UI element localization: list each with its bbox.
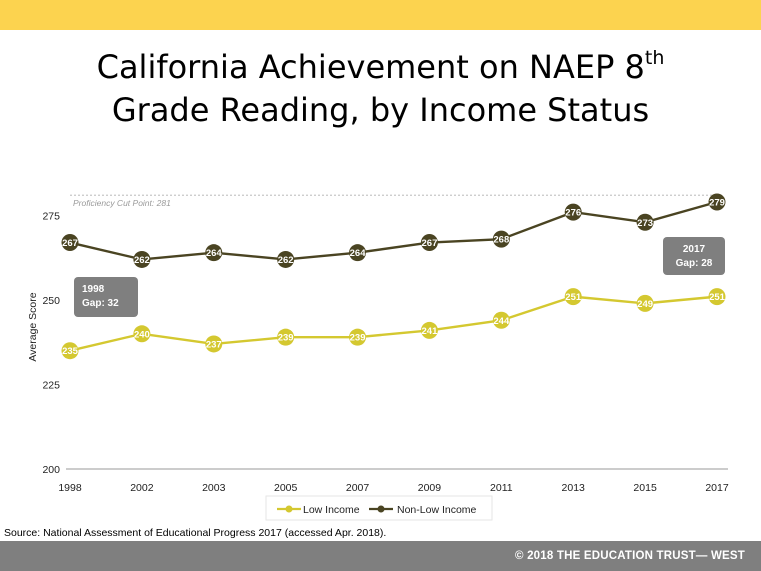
gap-callout-value: Gap: 32: [82, 298, 119, 309]
series-line-low-income: [69, 295, 718, 352]
data-point: [636, 294, 654, 312]
data-label: 279: [709, 197, 725, 208]
gap-callout-box: [74, 277, 138, 317]
data-label: 251: [709, 292, 726, 303]
gap-callout-year: 1998: [82, 284, 105, 295]
title-line-1: California Achievement on NAEP 8th: [0, 46, 761, 89]
data-label: 262: [134, 255, 150, 266]
footer-bar: © 2018 THE EDUCATION TRUST— WEST: [0, 541, 761, 571]
x-tick-label: 2005: [274, 482, 298, 494]
x-tick-label: 2009: [418, 482, 442, 494]
data-point: [133, 325, 151, 343]
data-point: [61, 234, 79, 252]
data-label: 251: [565, 292, 582, 303]
data-point: [492, 311, 510, 329]
gap-callout-value: Gap: 28: [676, 258, 713, 269]
chart-title: California Achievement on NAEP 8th Grade…: [0, 46, 761, 132]
legend-swatch-marker: [377, 505, 385, 513]
data-point: [492, 230, 510, 248]
series-line-non-low-income: [69, 200, 718, 261]
data-point: [420, 234, 438, 252]
data-label: 264: [206, 248, 223, 259]
y-tick-label: 275: [42, 211, 60, 223]
data-label: 267: [422, 238, 438, 249]
data-point: [277, 250, 295, 268]
source-note: Source: National Assessment of Education…: [4, 527, 387, 539]
x-tick-label: 2007: [346, 482, 370, 494]
data-point: [349, 244, 367, 262]
data-label: 237: [206, 339, 222, 350]
data-point: [636, 213, 654, 231]
data-point: [205, 244, 223, 262]
data-point: [61, 342, 79, 360]
x-tick-label: 2011: [490, 482, 513, 494]
y-tick-label: 225: [42, 380, 60, 392]
x-tick-label: 2017: [705, 482, 729, 494]
data-label: 239: [278, 333, 294, 344]
data-point: [708, 193, 726, 211]
title-main: California Achievement on NAEP 8: [96, 48, 645, 86]
data-label: 268: [493, 235, 509, 246]
title-superscript: th: [644, 47, 665, 69]
data-label: 241: [422, 326, 439, 337]
title-line-2: Grade Reading, by Income Status: [111, 91, 650, 129]
y-axis-label: Average Score: [27, 292, 39, 361]
data-point: [420, 321, 438, 339]
data-label: 244: [493, 316, 510, 327]
data-label: 276: [565, 208, 581, 219]
data-label: 264: [350, 248, 367, 259]
proficiency-label: Proficiency Cut Point: 281: [73, 198, 171, 208]
data-label: 239: [350, 333, 366, 344]
data-point: [564, 203, 582, 221]
legend-label: Low Income: [303, 504, 360, 516]
data-point: [277, 328, 295, 346]
data-point: [133, 250, 151, 268]
y-tick-label: 200: [42, 464, 60, 476]
gap-callout-box: [663, 237, 725, 275]
x-tick-label: 2003: [202, 482, 226, 494]
legend-swatch-marker: [285, 505, 293, 513]
data-point: [708, 288, 726, 306]
data-label: 273: [637, 218, 653, 229]
data-point: [205, 335, 223, 353]
data-label: 240: [134, 329, 150, 340]
x-tick-label: 2002: [130, 482, 154, 494]
legend-label: Non-Low Income: [397, 504, 477, 516]
data-point: [564, 288, 582, 306]
x-tick-label: 2015: [633, 482, 657, 494]
gap-callout-year: 2017: [683, 244, 706, 255]
data-label: 267: [62, 238, 78, 249]
data-point: [349, 328, 367, 346]
x-tick-label: 2013: [562, 482, 586, 494]
top-accent-bar: [0, 0, 761, 30]
y-tick-label: 250: [42, 295, 60, 307]
footer-copyright: © 2018 THE EDUCATION TRUST— WEST: [515, 550, 745, 562]
data-label: 249: [637, 299, 653, 310]
data-label: 262: [278, 255, 294, 266]
x-tick-label: 1998: [58, 482, 82, 494]
data-label: 235: [62, 346, 79, 357]
